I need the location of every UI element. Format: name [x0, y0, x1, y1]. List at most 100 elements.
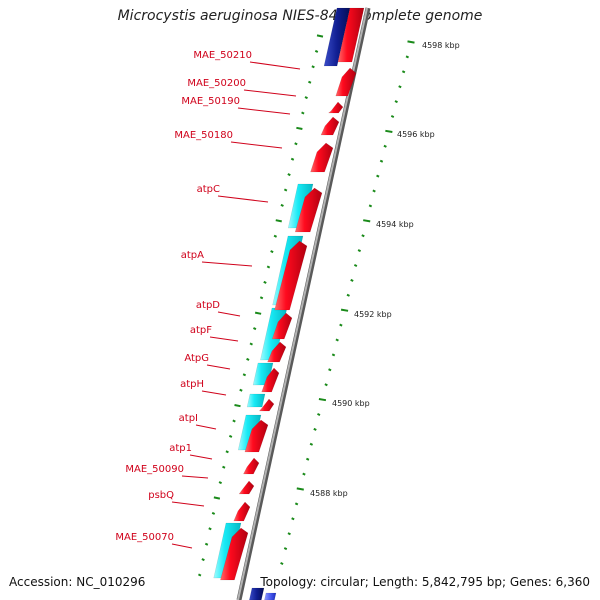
svg-text:atpI: atpI [179, 413, 198, 424]
forward-strand-gene [337, 7, 365, 63]
kbp-tick [339, 323, 343, 327]
inner-tick [234, 404, 241, 408]
kbp-scale: 4598 kbp 4596 kbp 4594 kbp 4592 kbp 4590 kbp… [310, 41, 460, 498]
svg-text:MAE_50190: MAE_50190 [181, 96, 240, 107]
reverse-strand-gene [246, 393, 266, 408]
inner-tick [296, 126, 303, 130]
kbp-tick [401, 70, 406, 74]
inner-tick [228, 434, 233, 438]
gene-features [213, 7, 365, 600]
svg-text:MAE_50090: MAE_50090 [125, 464, 184, 475]
inner-tick [259, 296, 264, 300]
rna-gene [249, 587, 265, 600]
svg-text:atp1: atp1 [169, 443, 192, 454]
kbp-label: 4588 kbp [310, 489, 348, 498]
kbp-tick [350, 278, 354, 282]
gene-label-psbq: psbQ [148, 490, 205, 507]
inner-tick [249, 342, 253, 346]
forward-strand-gene [310, 142, 334, 173]
inner-tick [311, 65, 315, 69]
inner-tick [266, 265, 271, 269]
gene-label-atpf: atpF [190, 325, 239, 342]
inner-tick [280, 203, 284, 207]
kbp-tick [363, 219, 371, 223]
kbp-label: 4598 kbp [422, 41, 460, 50]
inner-tick [273, 234, 277, 238]
inner-tick-ring [198, 34, 324, 577]
kbp-tick [394, 100, 398, 104]
forward-strand-gene [243, 457, 260, 475]
inner-tick [201, 558, 205, 562]
gene-label-mae_50070: MAE_50070 [115, 532, 193, 549]
kbp-tick [302, 472, 306, 476]
inner-tick [308, 80, 312, 84]
accession-text: Accession: NC_010296 [9, 575, 146, 589]
svg-text:psbQ: psbQ [148, 490, 174, 501]
forward-strand-gene [335, 67, 357, 97]
kbp-tick [324, 383, 328, 387]
kbp-tick [335, 338, 339, 342]
kbp-tick [353, 263, 358, 268]
forward-strand-gene [271, 312, 293, 340]
kbp-tick [291, 517, 295, 521]
gene-label-atpg: AtpG [184, 353, 231, 370]
inner-tick [314, 49, 319, 53]
forward-strand-gene [233, 501, 251, 522]
kbp-tick [331, 353, 336, 357]
inner-tick [275, 219, 282, 223]
kbp-tick [317, 412, 321, 417]
kbp-tick [280, 561, 284, 566]
forward-strand-gene [244, 419, 269, 453]
kbp-tick [340, 308, 349, 312]
rna-gene [323, 7, 351, 67]
inner-tick [242, 373, 247, 377]
inner-tick [301, 111, 305, 115]
kbp-tick [328, 368, 332, 372]
kbp-tick [294, 502, 299, 506]
gene-label-atpa: atpA [181, 250, 253, 267]
forward-strand-gene [220, 527, 249, 581]
kbp-label: 4594 kbp [376, 220, 414, 229]
kbp-tick [283, 547, 288, 551]
kbp-tick [318, 398, 327, 402]
kbp-tick [368, 204, 373, 208]
inner-tick [304, 96, 308, 100]
svg-text:MAE_50070: MAE_50070 [115, 532, 174, 543]
inner-tick [287, 173, 291, 177]
genome-backbone [236, 7, 371, 600]
kbp-tick [376, 174, 380, 178]
inner-tick [263, 280, 267, 284]
kbp-tick [379, 159, 384, 163]
forward-strand-gene [320, 116, 340, 136]
inner-tick [253, 327, 257, 331]
inner-tick [294, 142, 298, 146]
kbp-tick [313, 427, 317, 431]
kbp-tick [346, 293, 350, 297]
svg-text:MAE_50180: MAE_50180 [174, 130, 233, 141]
inner-tick [283, 188, 288, 192]
kbp-tick [383, 144, 387, 148]
inner-tick [225, 450, 229, 454]
kbp-tick [287, 532, 291, 536]
inner-tick [270, 250, 274, 254]
kbp-tick [390, 114, 395, 119]
inner-tick [316, 34, 324, 38]
gene-label-mae_50210: MAE_50210 [193, 50, 301, 70]
inner-tick [239, 388, 243, 392]
kbp-tick [357, 249, 362, 253]
inner-tick [213, 496, 221, 500]
svg-text:atpC: atpC [197, 184, 220, 195]
svg-text:atpH: atpH [180, 379, 204, 390]
inner-tick [211, 511, 216, 515]
map-title: Microcystis aeruginosa NIES-843, complet… [117, 8, 483, 24]
kbp-tick [372, 189, 376, 193]
inner-tick [246, 357, 250, 361]
forward-strand-gene [261, 367, 280, 393]
gene-label-mae_50090: MAE_50090 [125, 464, 209, 479]
kbp-tick [305, 457, 310, 461]
rna-gene [264, 592, 277, 600]
svg-text:atpA: atpA [181, 250, 204, 261]
svg-text:AtpG: AtpG [184, 353, 209, 364]
forward-strand-gene [238, 480, 255, 495]
